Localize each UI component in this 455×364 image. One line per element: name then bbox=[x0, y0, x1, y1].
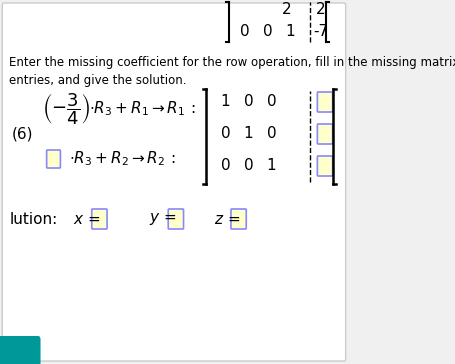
Text: 1: 1 bbox=[221, 95, 230, 110]
Text: 1: 1 bbox=[244, 127, 253, 142]
Text: lution:: lution: bbox=[9, 211, 57, 226]
FancyBboxPatch shape bbox=[168, 209, 183, 229]
Text: 0: 0 bbox=[244, 95, 253, 110]
Text: $z\,=$: $z\,=$ bbox=[214, 211, 241, 226]
FancyBboxPatch shape bbox=[231, 209, 246, 229]
Text: 2: 2 bbox=[282, 3, 292, 17]
Text: -7: -7 bbox=[313, 24, 329, 40]
Text: 0: 0 bbox=[221, 158, 230, 174]
FancyBboxPatch shape bbox=[92, 209, 107, 229]
Text: 0: 0 bbox=[240, 24, 249, 40]
Text: 2: 2 bbox=[316, 3, 326, 17]
FancyBboxPatch shape bbox=[0, 336, 40, 364]
FancyBboxPatch shape bbox=[47, 150, 61, 168]
Text: 0: 0 bbox=[244, 158, 253, 174]
Text: 0: 0 bbox=[267, 127, 276, 142]
FancyBboxPatch shape bbox=[317, 92, 333, 112]
Text: $\cdot R_3 + R_1 \to R_1\,:$: $\cdot R_3 + R_1 \to R_1\,:$ bbox=[90, 100, 196, 118]
Text: $y\,=$: $y\,=$ bbox=[149, 211, 177, 227]
Text: 1: 1 bbox=[267, 158, 276, 174]
Text: $\left(-\dfrac{3}{4}\right)$: $\left(-\dfrac{3}{4}\right)$ bbox=[42, 91, 90, 127]
Text: 0: 0 bbox=[267, 95, 276, 110]
FancyBboxPatch shape bbox=[2, 3, 346, 361]
Text: 0: 0 bbox=[221, 127, 230, 142]
Text: 0: 0 bbox=[263, 24, 273, 40]
Text: Enter the missing coefficient for the row operation, fill in the missing matrix
: Enter the missing coefficient for the ro… bbox=[9, 56, 455, 87]
Text: $x\,=$: $x\,=$ bbox=[73, 211, 101, 226]
Text: 1: 1 bbox=[286, 24, 295, 40]
FancyBboxPatch shape bbox=[317, 124, 333, 144]
Text: $\cdot R_3 + R_2 \to R_2\,:$: $\cdot R_3 + R_2 \to R_2\,:$ bbox=[69, 150, 176, 168]
FancyBboxPatch shape bbox=[317, 156, 333, 176]
Text: (6): (6) bbox=[11, 127, 33, 142]
